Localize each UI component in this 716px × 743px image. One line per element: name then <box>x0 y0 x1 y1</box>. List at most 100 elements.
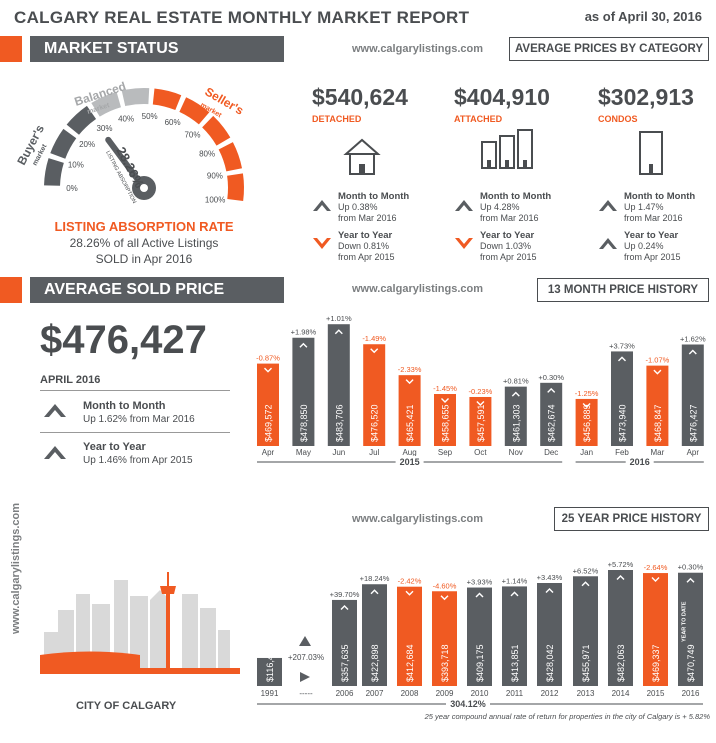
category-label: May <box>296 448 311 457</box>
gauge-tick-label: 30% <box>96 124 112 133</box>
bar <box>432 591 457 686</box>
bar <box>467 587 492 686</box>
gauge-tick-label: 60% <box>165 118 181 127</box>
value-label: $357,635 <box>340 644 350 682</box>
category-label: 2012 <box>541 689 559 698</box>
bar <box>608 570 633 686</box>
side-url: www.calgarylistings.com <box>10 502 22 634</box>
change-label: +5.72% <box>608 560 634 569</box>
site-url[interactable]: www.calgarylistings.com <box>352 43 484 55</box>
absorption-gauge: 0%10%20%30%40% 50%60%70%80%90%100%28.26%L… <box>14 79 246 205</box>
category-mm-period: from Mar 2016 <box>480 213 539 223</box>
change-label: +1.14% <box>502 576 528 585</box>
gauge-tick-label: 10% <box>68 161 84 170</box>
gap-label: ----- <box>299 689 313 698</box>
change-label: -1.49% <box>362 334 386 343</box>
category-yy: Year to Year Up 0.24% from Apr 2015 <box>624 230 681 263</box>
change-label: +18.24% <box>360 574 390 583</box>
section-accent <box>0 277 22 303</box>
change-label: +3.93% <box>467 578 493 587</box>
down-chevron-icon <box>264 367 272 373</box>
category-label: Mar <box>651 448 665 457</box>
condo-building-icon <box>636 130 666 181</box>
bar <box>327 324 350 446</box>
category-mm-title: Month to Month <box>480 191 552 202</box>
category-label: 1991 <box>261 689 279 698</box>
avg-yy-text: Up 1.46% from Apr 2015 <box>83 455 193 466</box>
down-chevron-icon <box>441 398 449 404</box>
25-year-history-title: 25 YEAR PRICE HISTORY <box>554 507 709 531</box>
divider <box>40 390 230 391</box>
category-label: Oct <box>474 448 487 457</box>
up-chevron-icon <box>618 356 626 362</box>
gap-change-label: +207.03% <box>288 653 324 662</box>
bar <box>575 398 598 446</box>
bar <box>434 394 456 446</box>
category-label: 2015 <box>647 689 665 698</box>
category-label: Dec <box>544 448 558 457</box>
change-label: +1.62% <box>680 334 706 343</box>
category-yy: Year to Year Down 1.03% from Apr 2015 <box>480 230 537 263</box>
bar <box>678 572 703 686</box>
gauge-segment <box>152 88 182 111</box>
category-yy-title: Year to Year <box>624 230 679 241</box>
category-mm: Month to Month Up 1.47% from Mar 2016 <box>624 191 695 224</box>
value-label: $116,487 <box>265 645 275 682</box>
category-label: Nov <box>509 448 523 457</box>
gauge-segment <box>50 128 77 159</box>
attached-homes-icon <box>478 126 538 175</box>
change-label: -1.25% <box>575 389 599 398</box>
down-chevron-icon <box>476 400 485 406</box>
category-mm-change: Up 1.47% <box>624 202 664 212</box>
value-label: $469,337 <box>651 644 661 682</box>
bar <box>540 382 563 446</box>
up-chevron-icon <box>455 200 473 211</box>
category-label: 2008 <box>401 689 419 698</box>
report-title: CALGARY REAL ESTATE MONTHLY MARKET REPOR… <box>14 8 470 27</box>
value-label: $422,898 <box>370 644 380 682</box>
right-triangle-icon <box>300 672 310 682</box>
change-label: -0.23% <box>469 387 493 396</box>
up-chevron-icon <box>599 238 617 249</box>
category-label: Jan <box>580 448 593 457</box>
year-label: 2016 <box>630 457 650 467</box>
value-label: $393,718 <box>440 644 450 682</box>
gauge-segment <box>179 97 210 125</box>
up-chevron-icon <box>511 391 520 397</box>
gauge-tick-label: 0% <box>66 184 78 193</box>
avg-prices-category-title: AVERAGE PRICES BY CATEGORY <box>509 37 709 61</box>
value-label: $457,591 <box>476 404 486 442</box>
value-label: $461,303 <box>511 404 521 442</box>
change-label: -0.87% <box>256 354 280 363</box>
change-label: -2.64% <box>644 563 668 572</box>
category-label: Apr <box>262 448 275 457</box>
up-chevron-icon <box>599 200 617 211</box>
up-chevron-icon <box>334 329 343 335</box>
change-label: -2.33% <box>398 365 422 374</box>
gauge-hub-center <box>140 184 148 192</box>
category-label: 2013 <box>577 689 595 698</box>
change-label: +0.81% <box>503 377 529 386</box>
up-chevron-icon <box>340 604 349 610</box>
category-mm-change: Up 4.28% <box>480 202 520 212</box>
site-url[interactable]: www.calgarylistings.com <box>352 283 484 295</box>
category-label: 2011 <box>506 689 524 698</box>
site-url[interactable]: www.calgarylistings.com <box>352 513 484 525</box>
down-chevron-icon <box>313 238 331 249</box>
up-chevron-icon <box>545 587 554 593</box>
value-label: $469,572 <box>264 404 274 442</box>
gauge-tick-label: 20% <box>79 140 95 149</box>
ytd-label: YEAR TO DATE <box>682 601 688 642</box>
change-label: +1.98% <box>291 328 317 337</box>
bar <box>363 344 386 446</box>
down-chevron-icon <box>455 238 473 249</box>
avg-sold-period: APRIL 2016 <box>40 374 101 386</box>
category-yy: Year to Year Down 0.81% from Apr 2015 <box>338 230 395 263</box>
bar <box>292 337 315 446</box>
up-chevron-icon <box>547 387 556 393</box>
market-status-title: MARKET STATUS <box>30 36 284 62</box>
category-label: 2010 <box>471 689 489 698</box>
category-price: $302,913 <box>598 84 694 110</box>
category-mm-title: Month to Month <box>338 191 410 202</box>
total-label-bg <box>446 698 490 710</box>
